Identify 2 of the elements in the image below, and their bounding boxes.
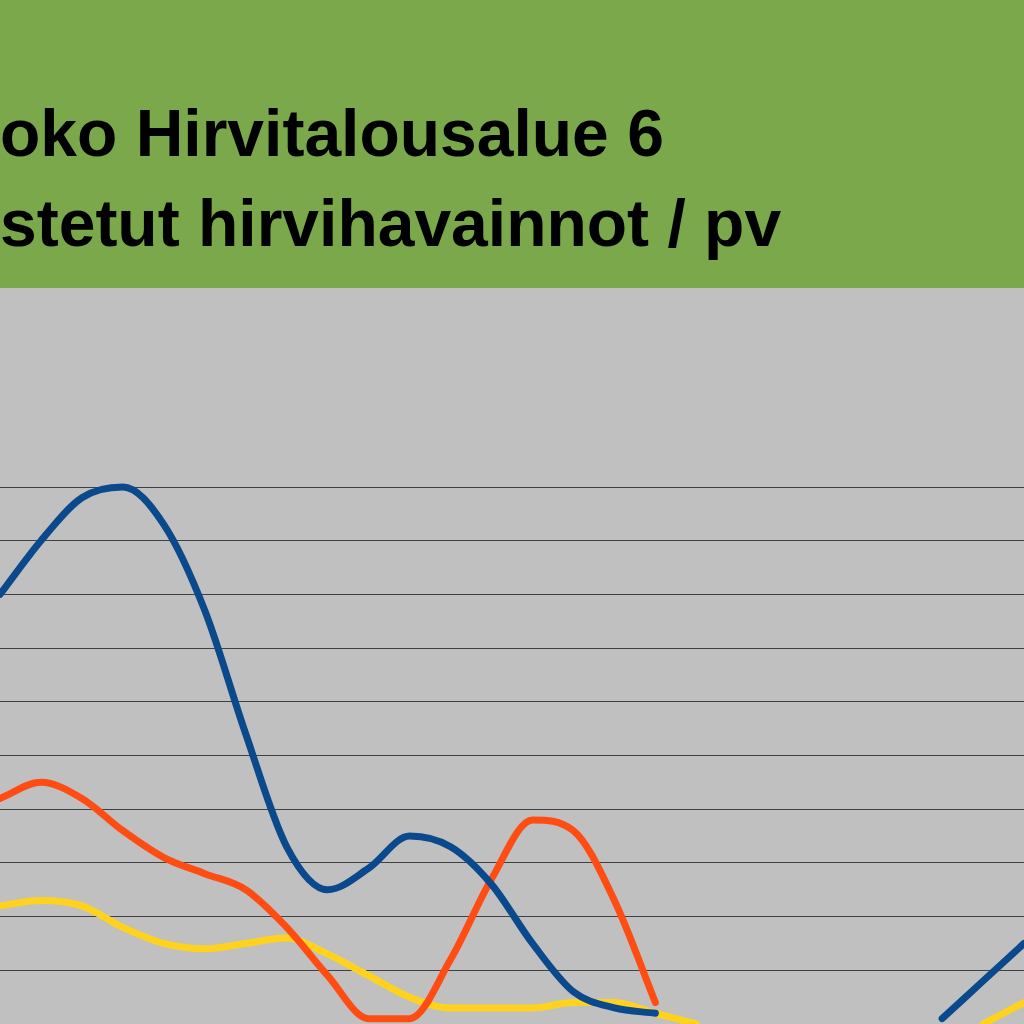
- chart-subtitle: stetut hirvihavainnot / pv: [0, 185, 783, 262]
- chart-title: oko Hirvitalousalue 6: [0, 95, 665, 172]
